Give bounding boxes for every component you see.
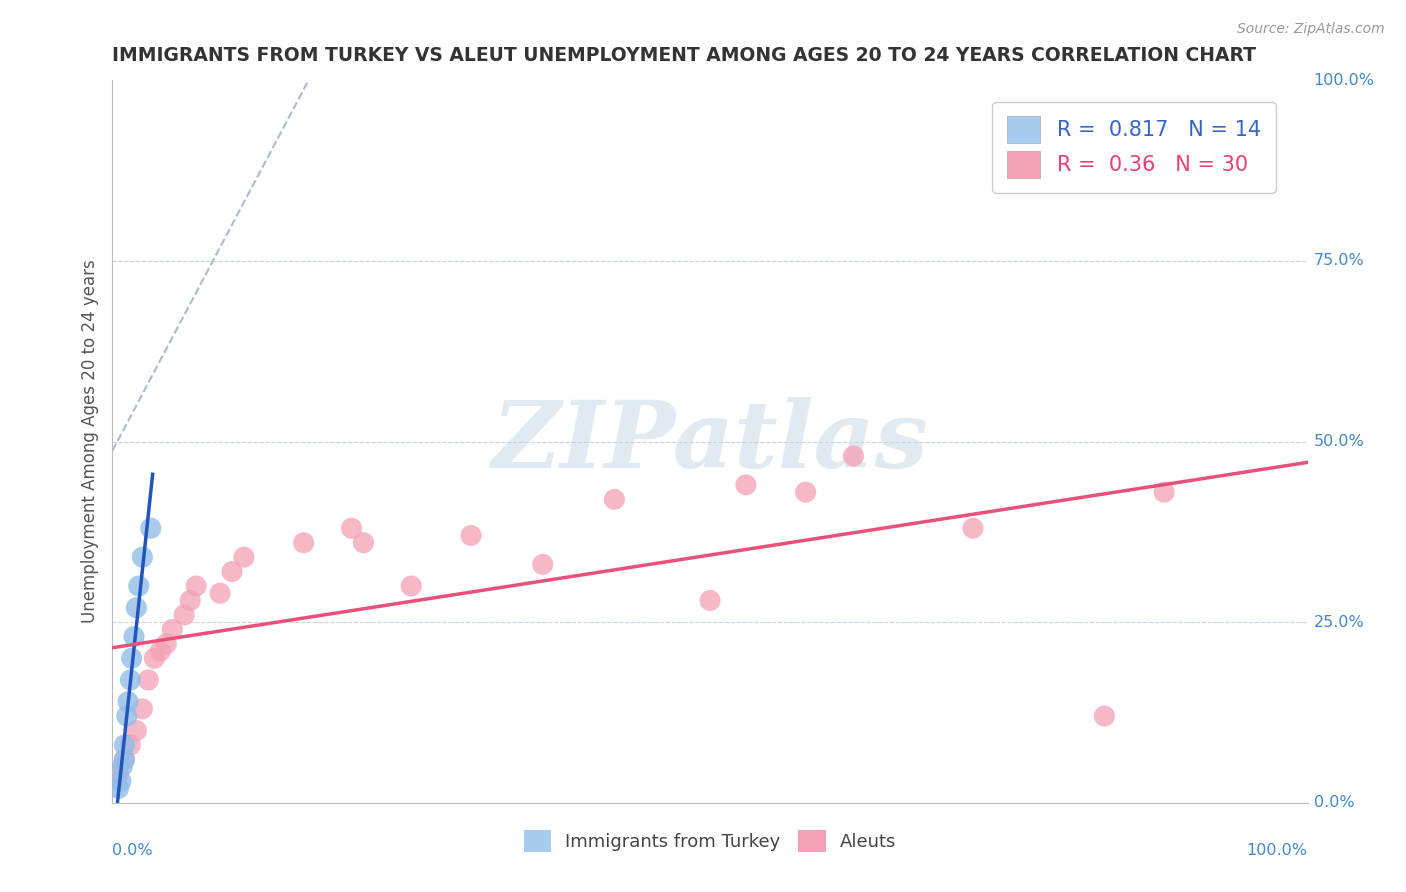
Point	[1094, 709, 1116, 723]
Point	[107, 781, 129, 796]
Legend: Immigrants from Turkey, Aleuts: Immigrants from Turkey, Aleuts	[516, 822, 904, 859]
Point	[352, 535, 374, 549]
Text: 0.0%: 0.0%	[112, 843, 153, 857]
Point	[401, 579, 423, 593]
Point	[735, 478, 758, 492]
Text: 25.0%: 25.0%	[1313, 615, 1364, 630]
Point	[139, 521, 162, 535]
Point	[122, 630, 145, 644]
Point	[138, 673, 160, 687]
Point	[340, 521, 363, 535]
Text: 100.0%: 100.0%	[1247, 843, 1308, 857]
Point	[110, 774, 132, 789]
Point	[842, 449, 865, 463]
Point	[179, 593, 201, 607]
Point	[131, 550, 153, 565]
Point	[173, 607, 195, 622]
Point	[114, 752, 135, 766]
Text: Source: ZipAtlas.com: Source: ZipAtlas.com	[1237, 22, 1385, 37]
Point	[460, 528, 482, 542]
Point	[114, 738, 135, 752]
Text: 50.0%: 50.0%	[1313, 434, 1364, 449]
Text: 75.0%: 75.0%	[1313, 253, 1364, 268]
Point	[603, 492, 626, 507]
Point	[209, 586, 232, 600]
Y-axis label: Unemployment Among Ages 20 to 24 years: Unemployment Among Ages 20 to 24 years	[80, 260, 98, 624]
Point	[114, 752, 135, 766]
Point	[292, 535, 315, 549]
Point	[117, 695, 139, 709]
Point	[143, 651, 166, 665]
Point	[1153, 485, 1175, 500]
Point	[120, 738, 142, 752]
Point	[155, 637, 177, 651]
Text: IMMIGRANTS FROM TURKEY VS ALEUT UNEMPLOYMENT AMONG AGES 20 TO 24 YEARS CORRELATI: IMMIGRANTS FROM TURKEY VS ALEUT UNEMPLOY…	[112, 45, 1257, 65]
Point	[186, 579, 208, 593]
Point	[531, 558, 554, 572]
Text: ZIPatlas: ZIPatlas	[492, 397, 928, 486]
Point	[131, 702, 153, 716]
Text: 100.0%: 100.0%	[1313, 73, 1375, 87]
Point	[699, 593, 721, 607]
Point	[125, 600, 148, 615]
Point	[794, 485, 817, 500]
Point	[221, 565, 243, 579]
Point	[121, 651, 143, 665]
Point	[233, 550, 256, 565]
Point	[128, 579, 150, 593]
Point	[111, 760, 134, 774]
Point	[149, 644, 172, 658]
Point	[162, 623, 183, 637]
Point	[962, 521, 984, 535]
Point	[115, 709, 138, 723]
Point	[120, 673, 142, 687]
Point	[125, 723, 148, 738]
Text: 0.0%: 0.0%	[1313, 796, 1354, 810]
Point	[107, 767, 129, 781]
